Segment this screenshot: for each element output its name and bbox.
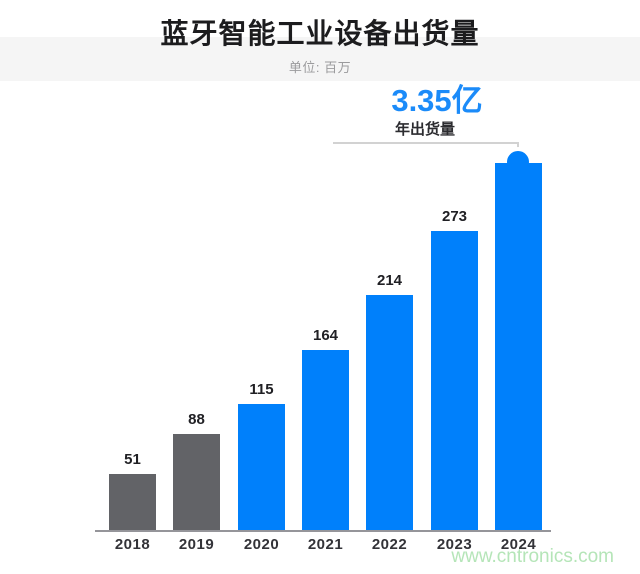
bar-2020 [238, 404, 285, 530]
bar-2023 [431, 231, 478, 530]
bar-2019 [173, 434, 220, 530]
x-axis-label-2018: 2018 [114, 536, 151, 553]
bar-value-label-2021: 164 [312, 327, 339, 344]
bar-value-label-2023: 273 [441, 208, 468, 225]
bar-value-label-2022: 214 [376, 272, 403, 289]
annotation-label: 年出货量 [394, 121, 455, 138]
x-axis-label-2022: 2022 [371, 536, 408, 553]
bar-value-label-2020: 115 [249, 381, 274, 398]
x-axis-line [95, 530, 551, 532]
chart-title: 蓝牙智能工业设备出货量 [160, 18, 480, 49]
highlight-value: 3.35亿 [391, 83, 483, 118]
x-axis-label-2020: 2020 [243, 536, 280, 553]
chart-unit-label: 单位: 百万 [288, 60, 352, 75]
subtitle-band [0, 37, 640, 81]
bar-value-label-2018: 51 [124, 451, 141, 468]
bar-2021 [302, 350, 349, 530]
bar-value-label-2019: 88 [188, 411, 205, 428]
bar-2018 [109, 474, 156, 530]
bar-2022 [366, 295, 413, 530]
x-axis-label-2023: 2023 [436, 536, 473, 553]
watermark-text: www.cntronics.com [451, 546, 614, 567]
x-axis-label-2024: 2024 [500, 536, 537, 553]
bar-2024 [495, 163, 542, 530]
x-axis-label-2021: 2021 [307, 536, 344, 553]
x-axis-label-2019: 2019 [178, 536, 215, 553]
